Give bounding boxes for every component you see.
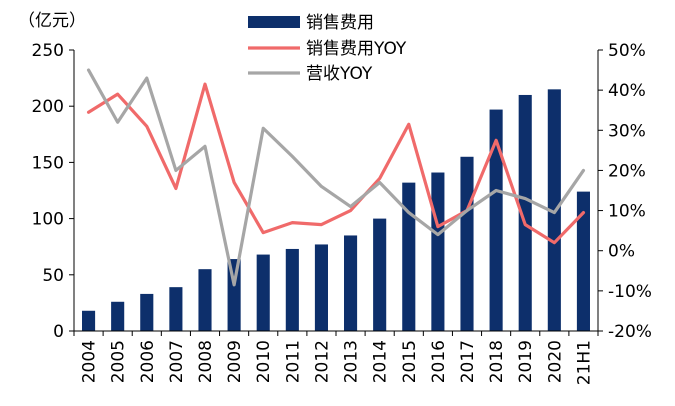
x-tick-label: 2013: [342, 340, 362, 383]
bar-2009: [227, 259, 241, 331]
line-series: [86, 68, 586, 287]
legend-label: 营收YOY: [306, 64, 373, 84]
right-tick-label: -10%: [608, 282, 652, 302]
x-tick-label: 2008: [196, 340, 216, 383]
x-tick-label: 2007: [167, 340, 187, 383]
x-tick-label: 2016: [429, 340, 449, 383]
bar-2017: [460, 156, 474, 331]
x-tick-label: 2014: [371, 340, 391, 383]
x-tick-label: 2015: [400, 340, 420, 383]
bar-2016: [431, 172, 445, 331]
bar-2007: [169, 287, 183, 331]
x-tick-label: 2010: [254, 340, 274, 383]
legend-label: 销售费用: [306, 13, 374, 33]
axes: 0 50 100 150 200 250 -20% -10% 0% 10% 20% 30% 40% 50%…: [32, 41, 652, 385]
left-tick-label: 50: [42, 266, 64, 286]
left-tick-label: 150: [32, 153, 64, 173]
left-tick-label: 0: [53, 322, 64, 342]
x-tick-label: 2019: [516, 340, 536, 383]
x-tick-label: 2020: [545, 340, 565, 383]
right-tick-label: 40%: [608, 81, 646, 101]
x-tick-label: 2012: [312, 340, 332, 383]
line-revenue-yoy: [86, 68, 586, 287]
x-tick-label: 2017: [458, 340, 478, 383]
bar-2006: [140, 293, 154, 331]
left-axis-unit-label: （亿元）: [18, 11, 86, 31]
x-tick-label: 2018: [487, 340, 507, 383]
bar-2015: [402, 182, 416, 331]
right-tick-label: 50%: [608, 41, 646, 61]
bar-2018: [489, 109, 503, 331]
right-tick-label: 30%: [608, 121, 646, 141]
bar-2014: [373, 218, 387, 331]
right-tick-label: 20%: [608, 161, 646, 181]
legend-swatch-bar: [248, 16, 300, 28]
bar-21H1: [576, 191, 590, 331]
bar-2010: [256, 254, 270, 331]
left-tick-label: 200: [32, 97, 64, 117]
right-tick-label: 0%: [608, 242, 635, 262]
right-tick-label: 10%: [608, 202, 646, 222]
bar-2004: [82, 310, 96, 331]
x-tick-label: 2005: [109, 340, 129, 383]
x-tick-label: 2011: [283, 340, 303, 383]
bar-2019: [518, 94, 532, 332]
x-tick-label: 2006: [138, 340, 158, 383]
legend-label: 销售费用YOY: [306, 39, 407, 59]
x-tick-label: 2009: [225, 340, 245, 383]
left-tick-label: 250: [32, 41, 64, 61]
left-tick-label: 100: [32, 210, 64, 230]
x-tick-label: 21H1: [574, 340, 594, 385]
line-sales-expense-yoy: [86, 82, 586, 245]
bar-2011: [285, 248, 299, 331]
bar-series-sales-expense: [82, 89, 590, 332]
bar-2012: [314, 244, 328, 331]
right-tick-label: -20%: [608, 322, 652, 342]
bar-2008: [198, 269, 212, 331]
x-tick-label: 2004: [80, 340, 100, 383]
bar-2005: [111, 301, 125, 331]
bar-2013: [344, 235, 358, 331]
